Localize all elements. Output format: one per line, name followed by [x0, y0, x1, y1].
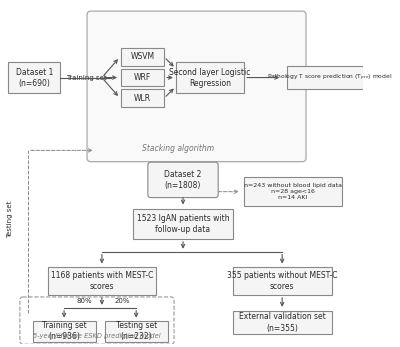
FancyBboxPatch shape: [48, 268, 156, 295]
Text: 20%: 20%: [115, 298, 130, 304]
FancyBboxPatch shape: [287, 66, 373, 90]
Text: Dataset 1
(n=690): Dataset 1 (n=690): [16, 68, 53, 87]
FancyBboxPatch shape: [8, 62, 60, 93]
FancyBboxPatch shape: [148, 162, 218, 197]
FancyBboxPatch shape: [134, 209, 232, 239]
Text: 80%: 80%: [76, 298, 92, 304]
FancyBboxPatch shape: [121, 48, 164, 66]
FancyBboxPatch shape: [32, 321, 96, 342]
Text: Second layer Logistic
Regression: Second layer Logistic Regression: [169, 68, 251, 87]
FancyBboxPatch shape: [121, 69, 164, 86]
Text: Dataset 2
(n=1808): Dataset 2 (n=1808): [164, 170, 202, 190]
Text: External validation set
(n=355): External validation set (n=355): [239, 313, 326, 332]
FancyBboxPatch shape: [87, 11, 306, 162]
FancyBboxPatch shape: [121, 90, 164, 107]
Text: 1168 patients with MEST-C
scores: 1168 patients with MEST-C scores: [51, 271, 153, 291]
FancyBboxPatch shape: [232, 311, 332, 335]
Text: WRF: WRF: [134, 73, 151, 82]
Text: 355 patients without MEST-C
scores: 355 patients without MEST-C scores: [227, 271, 338, 291]
FancyBboxPatch shape: [244, 177, 342, 206]
Text: 1523 IgAN patients with
follow-up data: 1523 IgAN patients with follow-up data: [137, 214, 229, 234]
Text: Testing set: Testing set: [7, 201, 13, 238]
Text: n=243 without blood lipid data
n=28 age<16
n=14 AKI: n=243 without blood lipid data n=28 age<…: [244, 183, 342, 200]
Text: Pathology T score prediction (T$_{pre}$) model: Pathology T score prediction (T$_{pre}$)…: [267, 73, 392, 83]
Text: 5-year/lifetime ESKD prediction model: 5-year/lifetime ESKD prediction model: [33, 333, 161, 339]
FancyBboxPatch shape: [176, 62, 244, 93]
FancyBboxPatch shape: [105, 321, 168, 342]
Text: WLR: WLR: [134, 94, 151, 103]
Text: Testing set
(n=232): Testing set (n=232): [116, 321, 157, 341]
FancyBboxPatch shape: [232, 268, 332, 295]
Text: Stacking algorithm: Stacking algorithm: [142, 144, 214, 153]
Text: WSVM: WSVM: [130, 52, 154, 61]
Text: Training set: Training set: [66, 75, 107, 81]
Text: Training set
(n=936): Training set (n=936): [42, 321, 86, 341]
